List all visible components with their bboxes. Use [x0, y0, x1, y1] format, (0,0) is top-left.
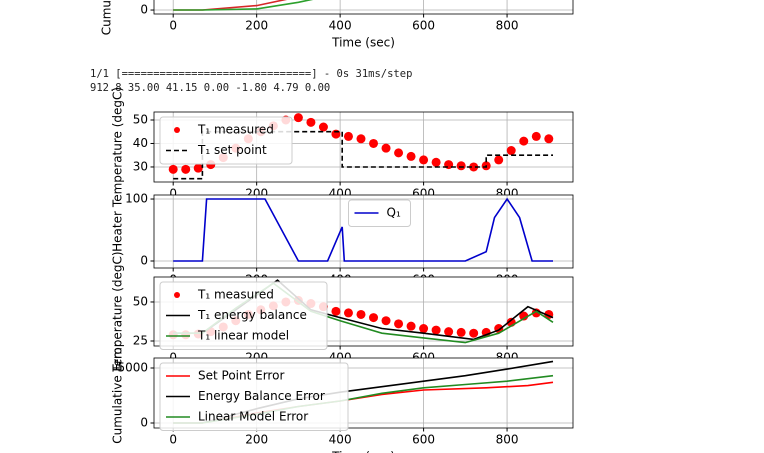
y-tick-label: 0 [140, 3, 148, 17]
data-point [356, 134, 366, 144]
data-point [494, 155, 504, 165]
axes-frame [153, 276, 574, 347]
y-tick-label: 50 [133, 294, 148, 308]
axes-frame [153, 357, 574, 429]
data-line [173, 197, 553, 262]
legend-label: T₁ energy balance [197, 308, 307, 322]
data-point [356, 309, 366, 319]
legend-box [159, 281, 328, 350]
axes-frame [153, 111, 574, 183]
x-tick-label: 200 [245, 433, 268, 447]
x-axis-label: Time (sec) [331, 450, 395, 453]
legend-label: T₁ measured [197, 123, 274, 137]
legend-box [159, 116, 293, 165]
x-tick-label: 600 [412, 433, 435, 447]
data-point [318, 122, 328, 132]
data-point [306, 117, 316, 127]
data-point [469, 162, 479, 172]
series-layer [173, 0, 314, 11]
legend-label: T₁ set point [197, 143, 267, 157]
plot-area [154, 0, 573, 14]
legend-label: Set Point Error [198, 369, 284, 383]
data-line [173, 0, 314, 11]
chart: 0 200 400 600 800 0 Cumulative Error Time (sec) [100, 0, 574, 50]
y-tick-label: 0 [140, 415, 148, 429]
legend-label: Q₁ [387, 206, 401, 220]
chart: 02004006008000100HeaterQ₁ [111, 192, 574, 287]
data-line [173, 130, 553, 180]
data-point [369, 313, 379, 323]
y-tick-label: 100 [125, 192, 148, 206]
x-tick-label: 400 [329, 19, 352, 33]
legend-label: T₁ measured [197, 288, 274, 302]
data-point [181, 164, 191, 174]
x-tick-label: 400 [329, 433, 352, 447]
y-axis-label: Heater [111, 211, 125, 252]
legend-label: Linear Model Error [198, 410, 308, 424]
data-point [544, 134, 554, 144]
data-point [431, 157, 441, 167]
data-point [369, 138, 379, 148]
y-axis-label: Cumulative Error [100, 0, 114, 35]
data-point [456, 327, 466, 337]
data-point [444, 327, 454, 337]
y-axis-label: Cumulative Error [111, 342, 125, 444]
console-line: 912.8 35.00 41.15 0.00 -1.80 4.79 0.00 [90, 82, 330, 94]
data-point [419, 324, 429, 334]
y-tick-label: 50 [133, 112, 148, 126]
data-point [381, 143, 391, 153]
data-point [506, 146, 516, 156]
data-point [531, 131, 541, 141]
y-tick-label: 25 [133, 334, 148, 348]
data-point [519, 311, 529, 321]
data-point [406, 321, 416, 331]
data-point [394, 148, 404, 158]
legend-box [159, 362, 349, 431]
data-point [519, 136, 529, 146]
x-tick-label: 800 [496, 433, 519, 447]
series-layer [173, 197, 553, 262]
data-point [469, 328, 479, 338]
data-point [193, 163, 203, 173]
data-point [381, 316, 391, 326]
y-tick-label: 0 [140, 253, 148, 267]
x-tick-label: 0 [169, 351, 177, 365]
y-tick-label: 5000 [117, 360, 148, 374]
x-tick-label: 0 [169, 187, 177, 201]
x-tick-label: 0 [169, 19, 177, 33]
data-point [456, 161, 466, 171]
axes-frame [153, 0, 574, 15]
data-point [431, 325, 441, 335]
data-point [168, 164, 178, 174]
data-point [343, 131, 353, 141]
legend-label: Energy Balance Error [198, 389, 325, 403]
data-point [293, 113, 303, 123]
data-point [394, 319, 404, 329]
x-tick-label: 800 [496, 19, 519, 33]
legend-box [348, 199, 411, 227]
legend-marker [174, 127, 180, 133]
x-tick-label: 0 [169, 433, 177, 447]
data-point [343, 308, 353, 318]
y-axis-label: Temperature (degC) [111, 251, 125, 372]
y-tick-label: 40 [133, 136, 148, 150]
console-line: 1/1 [==============================] - 0… [90, 68, 412, 80]
y-tick-label: 30 [133, 159, 148, 173]
axes-frame [153, 194, 574, 269]
x-tick-label: 600 [412, 19, 435, 33]
legend-label: T₁ linear model [197, 329, 289, 343]
y-axis-label: Temperature (degC) [111, 87, 125, 208]
x-axis-label: Time (sec) [331, 36, 395, 50]
data-point [419, 155, 429, 165]
data-point [331, 306, 341, 316]
legend-marker [174, 292, 180, 298]
x-tick-label: 200 [245, 19, 268, 33]
data-point [406, 151, 416, 161]
